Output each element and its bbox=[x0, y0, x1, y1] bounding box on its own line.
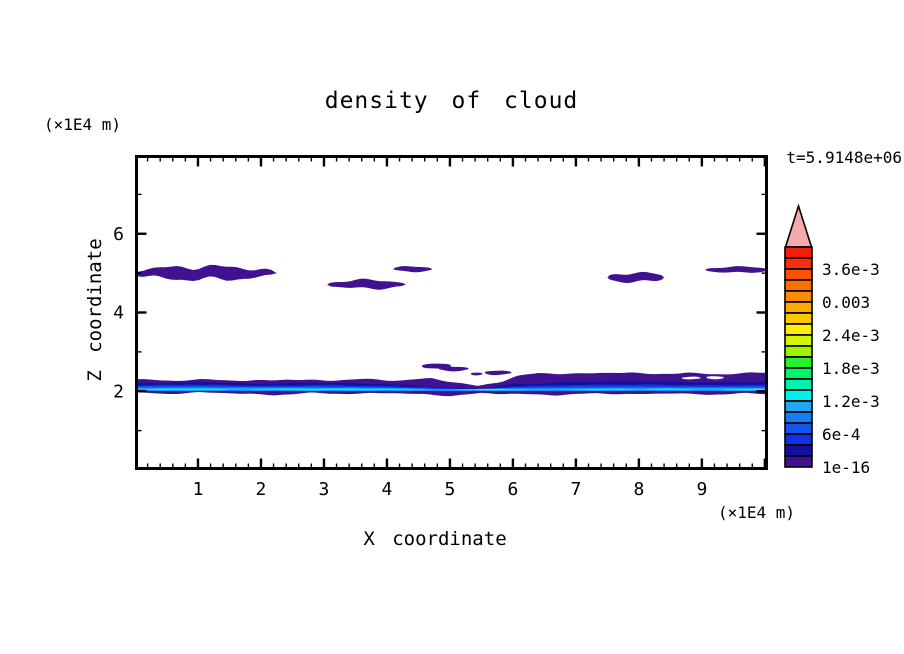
x-tick-label: 2 bbox=[256, 479, 267, 500]
colorbar-cell bbox=[784, 312, 813, 325]
plot-frame bbox=[135, 155, 768, 470]
upper-cloud-patch bbox=[393, 266, 433, 273]
cyan-streak bbox=[569, 388, 636, 391]
upper-cloud-patch bbox=[137, 264, 277, 281]
x-tick-label: 3 bbox=[319, 479, 330, 500]
colorbar-overflow-arrow bbox=[784, 203, 813, 248]
x-tick-label: 1 bbox=[193, 479, 204, 500]
x-tick-label: 9 bbox=[696, 479, 707, 500]
colorbar-cell bbox=[784, 400, 813, 413]
mid-cloud-patch bbox=[470, 372, 483, 376]
colorbar-cell bbox=[784, 334, 813, 347]
x-tick-label: 4 bbox=[382, 479, 393, 500]
x-tick-label: 5 bbox=[445, 479, 456, 500]
mid-cloud-patch bbox=[438, 366, 469, 372]
colorbar-cell bbox=[784, 279, 813, 292]
colorbar-cell bbox=[784, 444, 813, 457]
upper-cloud-patch bbox=[607, 271, 665, 284]
yellow-streak bbox=[475, 389, 510, 390]
colorbar-cell bbox=[784, 323, 813, 336]
green-streak bbox=[160, 388, 211, 390]
colorbar-label: 2.4e-3 bbox=[822, 326, 880, 345]
colorbar-cell bbox=[784, 389, 813, 402]
mid-cloud-patch bbox=[484, 370, 512, 376]
upper-cloud-patch bbox=[705, 266, 766, 273]
cloud-hole bbox=[706, 376, 724, 380]
cloud-hole bbox=[681, 376, 701, 380]
colorbar-cell bbox=[784, 301, 813, 314]
x-tick-label: 6 bbox=[507, 479, 518, 500]
colorbar-label: 1e-16 bbox=[822, 458, 870, 477]
colorbar-cell bbox=[784, 433, 813, 446]
x-axis-units-label: (×1E4 m) bbox=[717, 503, 795, 522]
colorbar-cell bbox=[784, 246, 813, 259]
colorbar-cell bbox=[784, 257, 813, 270]
x-axis-title: X coordinate bbox=[363, 528, 507, 550]
colorbar-label: 3.6e-3 bbox=[822, 260, 880, 279]
time-annotation: t=5.9148e+06 bbox=[786, 148, 902, 167]
chart-title: density of cloud bbox=[324, 88, 579, 114]
colorbar-cell bbox=[784, 411, 813, 424]
colorbar-cell bbox=[784, 268, 813, 281]
green-streak bbox=[260, 389, 296, 390]
colorbar-cell bbox=[784, 290, 813, 303]
colorbar-cell bbox=[784, 345, 813, 358]
y-tick-label: 6 bbox=[113, 224, 124, 245]
y-tick-label: 4 bbox=[113, 303, 124, 324]
colorbar-cell bbox=[784, 422, 813, 435]
colorbar-label: 0.003 bbox=[822, 293, 870, 312]
colorbar-cell bbox=[784, 378, 813, 391]
colorbar-label: 6e-4 bbox=[822, 425, 861, 444]
y-axis-units-label: (×1E4 m) bbox=[44, 115, 122, 134]
green-streak bbox=[352, 388, 416, 390]
x-tick-label: 7 bbox=[570, 479, 581, 500]
colorbar-cell bbox=[784, 356, 813, 369]
x-tick-label: 8 bbox=[633, 479, 644, 500]
y-tick-label: 2 bbox=[113, 381, 124, 402]
green-streak bbox=[654, 389, 677, 390]
colorbar-label: 1.2e-3 bbox=[822, 392, 880, 411]
colorbar-cell bbox=[784, 367, 813, 380]
colorbar-label: 1.8e-3 bbox=[822, 359, 880, 378]
upper-cloud-patch bbox=[327, 278, 406, 290]
colorbar-cell bbox=[784, 455, 813, 468]
